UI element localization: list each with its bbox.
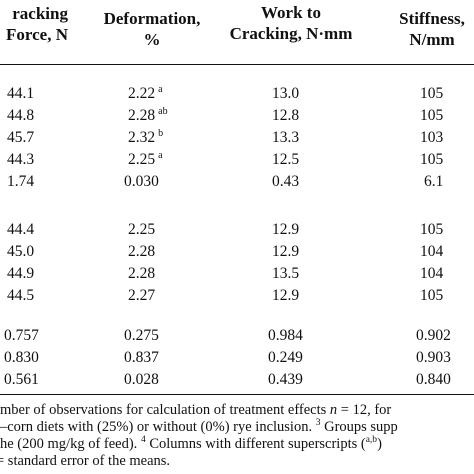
cell-work: 12.5: [272, 151, 300, 168]
cell-work: 12.9: [272, 221, 300, 238]
cell-stiffness: 6.1: [424, 173, 444, 190]
header-deformation: Deformation, %: [92, 8, 212, 50]
cell-stiffness: 0.840: [416, 371, 451, 388]
cell-work: 0.439: [268, 371, 303, 388]
cell-force: 44.1: [7, 85, 35, 102]
cell-deformation-value: 0.030: [124, 173, 159, 190]
footnote-2-text: –corn diets with (25%) or without (0%) r…: [0, 419, 313, 435]
header-cracking-force-line1: racking: [12, 4, 68, 23]
cell-stiffness: 0.902: [416, 327, 451, 344]
cell-work: 12.9: [272, 243, 300, 260]
cell-stiffness: 105: [420, 85, 444, 102]
cell-deformation: 0.837: [124, 349, 162, 369]
footnote-2-tail: Groups supp: [324, 419, 398, 435]
footnote-3-close: ): [377, 436, 382, 452]
cell-force: 44.9: [7, 265, 35, 282]
cell-work: 13.5: [272, 265, 300, 282]
cell-deformation-value: 2.22: [128, 85, 156, 102]
header-work-to-cracking-line1: Work to: [261, 3, 321, 22]
header-stiffness-line1: Stiffness,: [399, 9, 465, 28]
cell-force: 1.74: [7, 173, 35, 190]
cell-deformation: 2.25 a: [128, 150, 163, 171]
cell-force: 44.4: [7, 221, 35, 238]
cell-stiffness: 105: [420, 151, 444, 168]
header-deformation-line1: Deformation,: [103, 9, 201, 28]
cell-deformation: 0.028: [124, 371, 162, 391]
footnote-line-4: = standard error of the means.: [0, 453, 171, 469]
footnote-line-3: he (200 mg/kg of feed). 4 Columns with d…: [0, 435, 382, 453]
header-cracking-force: racking Force, N: [0, 3, 68, 45]
cell-work: 0.984: [268, 327, 303, 344]
cell-deformation-superscript: ab: [158, 106, 168, 117]
footnote-3-marker: 4: [140, 435, 146, 446]
cell-deformation-superscript: a: [158, 150, 163, 161]
cell-deformation: 2.28: [128, 243, 158, 263]
cell-deformation: 2.28 ab: [128, 106, 168, 127]
header-work-to-cracking: Work to Cracking, N·mm: [226, 2, 356, 44]
cell-stiffness: 105: [420, 287, 444, 304]
cell-deformation-superscript: a: [158, 84, 163, 95]
cell-stiffness: 0.903: [416, 349, 451, 366]
cell-work: 13.3: [272, 129, 300, 146]
footnote-3-text: he (200 mg/kg of feed).: [0, 436, 138, 452]
cell-deformation: 2.32 b: [128, 128, 164, 149]
cell-deformation-value: 2.27: [128, 287, 156, 304]
cell-force: 45.0: [7, 243, 35, 260]
cell-force: 0.757: [4, 327, 39, 344]
header-stiffness-line2: N/mm: [409, 30, 455, 49]
cell-deformation-value: 2.32: [128, 129, 156, 146]
cell-deformation-value: 0.028: [124, 371, 159, 388]
cell-work: 12.9: [272, 287, 300, 304]
footnote-line-2: –corn diets with (25%) or without (0%) r…: [0, 418, 398, 436]
cell-work: 13.0: [272, 85, 300, 102]
cell-deformation: 2.22 a: [128, 84, 163, 105]
footnote-1-n: n: [329, 402, 338, 418]
header-rule: [0, 64, 474, 65]
cell-stiffness: 104: [420, 265, 444, 282]
cell-force: 0.561: [4, 371, 39, 388]
cell-deformation-value: 2.28: [128, 265, 156, 282]
cell-deformation-value: 2.25: [128, 221, 156, 238]
footnote-1-tail: = 12, for: [337, 402, 392, 418]
cell-deformation: 2.25: [128, 221, 158, 241]
cell-deformation-value: 2.28: [128, 107, 156, 124]
cell-deformation-value: 0.275: [124, 327, 159, 344]
header-cracking-force-line2: Force, N: [6, 25, 68, 44]
cell-deformation-value: 2.28: [128, 243, 156, 260]
cell-work: 0.249: [268, 349, 303, 366]
footnote-line-1: mber of observations for calculation of …: [0, 402, 391, 419]
footnote-2-marker: 3: [315, 418, 321, 429]
cell-deformation-value: 0.837: [124, 349, 159, 366]
cell-work: 0.43: [272, 173, 300, 190]
cell-force: 0.830: [4, 349, 39, 366]
footnote-3-tail: Columns with different superscripts (: [149, 436, 366, 452]
header-work-to-cracking-line2: Cracking, N·mm: [229, 24, 353, 43]
header-stiffness: Stiffness, N/mm: [372, 8, 474, 50]
cell-deformation-value: 2.25: [128, 151, 156, 168]
cell-deformation-superscript: b: [158, 128, 164, 139]
cell-force: 44.8: [7, 107, 35, 124]
cell-force: 45.7: [7, 129, 35, 146]
bottom-rule: [0, 394, 474, 395]
cell-stiffness: 105: [420, 221, 444, 238]
cell-work: 12.8: [272, 107, 300, 124]
cell-stiffness: 104: [420, 243, 444, 260]
cell-force: 44.5: [7, 287, 35, 304]
cell-deformation: 2.28: [128, 265, 158, 285]
cell-deformation: 0.275: [124, 327, 162, 347]
footnote-3-superscript: a,b: [365, 435, 378, 446]
cell-stiffness: 103: [420, 129, 444, 146]
cell-deformation: 2.27: [128, 287, 158, 307]
cell-deformation: 0.030: [124, 173, 162, 193]
cell-stiffness: 105: [420, 107, 444, 124]
footnote-1-text: mber of observations for calculation of …: [0, 402, 330, 418]
header-deformation-line2: %: [143, 30, 161, 49]
cell-force: 44.3: [7, 151, 35, 168]
